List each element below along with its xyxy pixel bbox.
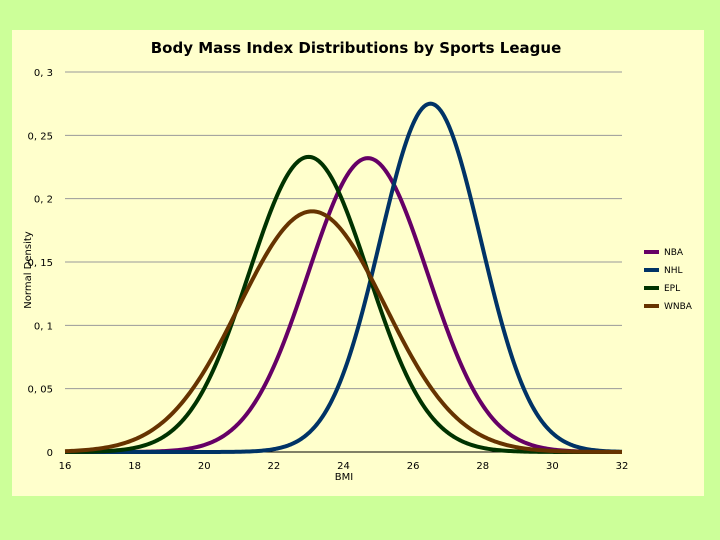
y-tick-label: 0 <box>47 448 53 459</box>
x-tick-label: 16 <box>59 461 72 472</box>
legend-label-epl: EPL <box>664 284 680 294</box>
y-tick-label: 0, 1 <box>34 321 53 332</box>
y-tick-label: 0, 25 <box>28 131 53 142</box>
y-tick-label: 0, 3 <box>34 68 53 79</box>
y-axis-label: Normal Density <box>23 231 34 308</box>
legend-label-nba: NBA <box>664 248 684 258</box>
legend-label-wnba: WNBA <box>664 302 693 312</box>
y-tick-label: 0, 05 <box>28 385 53 396</box>
series-line-epl <box>64 154 623 454</box>
chart-title: Body Mass Index Distributions by Sports … <box>151 39 562 57</box>
x-tick-label: 26 <box>407 461 420 472</box>
y-tick-label: 0, 15 <box>28 258 53 269</box>
x-tick-label: 32 <box>616 461 629 472</box>
series-line-nhl <box>64 101 623 454</box>
x-tick-label: 30 <box>546 461 559 472</box>
chart-svg: 0 0, 05 0, 1 0, 15 0, 2 0, 25 0, 3 16 18 20 22 24 2… <box>23 39 693 483</box>
chart-panel: 0 0, 05 0, 1 0, 15 0, 2 0, 25 0, 3 16 18 20 22 24 2… <box>12 30 704 496</box>
x-tick-label: 28 <box>476 461 489 472</box>
y-tick-label: 0, 2 <box>34 195 53 206</box>
x-axis-label: BMI <box>335 472 353 483</box>
x-tick-label: 20 <box>198 461 211 472</box>
x-tick-label: 24 <box>337 461 350 472</box>
x-tick-label: 18 <box>128 461 141 472</box>
x-tick-label: 22 <box>268 461 281 472</box>
series-line-wnba <box>64 209 623 454</box>
legend-label-nhl: NHL <box>664 266 683 276</box>
